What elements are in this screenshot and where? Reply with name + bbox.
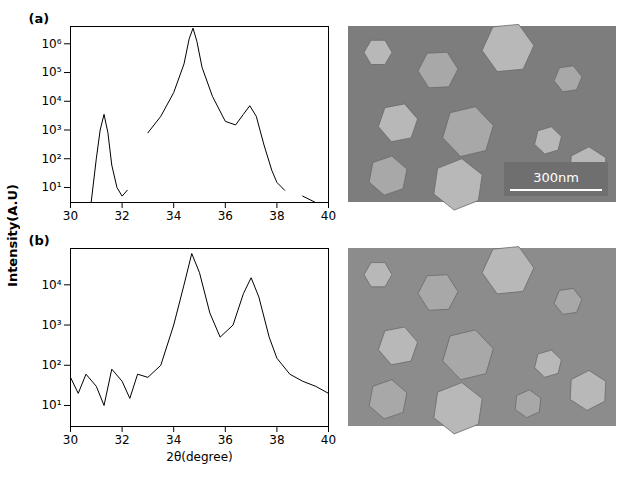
svg-text:10⁴: 10⁴	[41, 278, 61, 292]
svg-text:34: 34	[166, 433, 181, 447]
svg-text:32: 32	[114, 209, 129, 223]
svg-text:10²: 10²	[41, 358, 61, 372]
svg-text:36: 36	[218, 433, 233, 447]
svg-text:40: 40	[321, 209, 336, 223]
svg-text:38: 38	[269, 433, 284, 447]
svg-text:(a): (a)	[29, 11, 50, 26]
svg-text:10¹: 10¹	[41, 398, 61, 412]
svg-text:300nm: 300nm	[533, 170, 579, 185]
svg-text:(b): (b)	[29, 233, 50, 248]
svg-text:10³: 10³	[41, 318, 61, 332]
svg-text:36: 36	[218, 209, 233, 223]
svg-text:32: 32	[114, 433, 129, 447]
svg-text:30: 30	[63, 433, 78, 447]
svg-text:10⁴: 10⁴	[41, 94, 61, 108]
svg-text:34: 34	[166, 209, 181, 223]
svg-text:10²: 10²	[41, 152, 61, 166]
svg-text:10³: 10³	[41, 123, 61, 137]
svg-text:10⁵: 10⁵	[41, 65, 61, 79]
svg-text:10⁶: 10⁶	[41, 37, 61, 51]
svg-text:38: 38	[269, 209, 284, 223]
svg-text:2θ(degree): 2θ(degree)	[166, 450, 232, 464]
svg-text:40: 40	[321, 433, 336, 447]
html-text:Intensity(A.U): Intensity(A.U)	[4, 183, 20, 287]
svg-text:10¹: 10¹	[41, 180, 61, 194]
svg-text:30: 30	[63, 209, 78, 223]
